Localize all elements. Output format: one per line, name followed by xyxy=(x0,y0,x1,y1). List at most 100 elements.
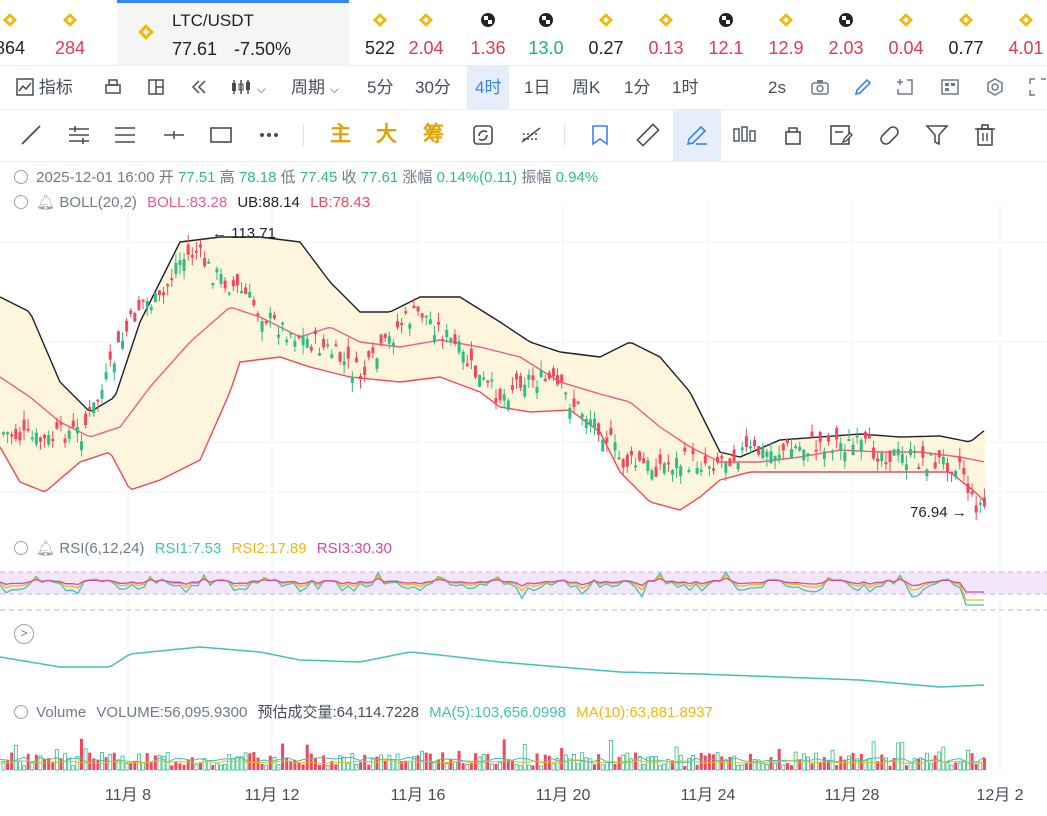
volume-bar xyxy=(670,760,674,770)
collapse-icon[interactable] xyxy=(14,541,28,555)
candle-body xyxy=(929,453,933,456)
period-dropdown[interactable]: 周期 ⌵ xyxy=(291,66,339,110)
binance-coin-icon xyxy=(3,13,17,27)
candle-body xyxy=(166,284,170,287)
volume-bar xyxy=(432,762,437,771)
lock-icon[interactable] xyxy=(780,122,806,148)
candle-body xyxy=(498,388,502,401)
candlestick-icon[interactable] xyxy=(732,122,758,148)
candle-body xyxy=(703,455,707,464)
more-icon[interactable] xyxy=(256,122,282,148)
ticker-item[interactable]: 12.9 xyxy=(756,0,816,66)
ticker-item[interactable]: 13.0 xyxy=(516,0,576,66)
print-icon xyxy=(105,79,121,94)
ruler-icon[interactable] xyxy=(635,122,661,148)
candle-body xyxy=(59,422,63,425)
volume-bar xyxy=(215,763,219,771)
interval-4h[interactable]: 4时 xyxy=(467,66,510,110)
compare-button[interactable] xyxy=(940,66,960,110)
chart-canvas[interactable]: ← 113.71 76.94 → 11月 8 11月 12 11月 16 11月 20 11… xyxy=(0,162,1047,816)
volume-bar xyxy=(367,764,371,770)
horizontal-line-icon[interactable] xyxy=(161,122,187,148)
ticker-item[interactable]: 2.03 xyxy=(816,0,876,66)
interval-1m[interactable]: 1分 xyxy=(624,78,651,97)
collapse-icon[interactable] xyxy=(14,195,28,209)
screenshot-button[interactable] xyxy=(810,66,830,110)
collapse-icon[interactable] xyxy=(14,705,28,719)
open-value: 77.51 xyxy=(177,169,216,186)
candle-body xyxy=(913,450,917,453)
bookmark-icon[interactable] xyxy=(588,122,614,148)
ticker-item[interactable]: 4.01 xyxy=(996,0,1047,66)
volume-bar xyxy=(917,758,921,770)
ticker-item[interactable]: 12.1 xyxy=(696,0,756,66)
volume-bar xyxy=(363,754,367,770)
candle-body xyxy=(687,469,691,472)
ticker-item[interactable]: 284 xyxy=(40,0,100,66)
rsi2-value: RSI2:17.89 xyxy=(231,540,307,557)
collapse-icon[interactable] xyxy=(14,170,28,184)
interval-30m[interactable]: 30分 xyxy=(415,78,451,97)
refresh-rate-button[interactable]: 2s xyxy=(768,78,786,97)
volume-bar xyxy=(252,752,256,770)
chart-type-button[interactable]: ⌵ xyxy=(230,66,266,110)
binance-coin-icon xyxy=(779,13,793,27)
volume-bar xyxy=(116,759,121,771)
rectangle-icon[interactable] xyxy=(208,122,234,148)
expand-icon[interactable]: > xyxy=(14,624,34,644)
ticker-item[interactable]: 0.27 xyxy=(576,0,636,66)
ticker-item[interactable]: 2.04 xyxy=(396,0,456,66)
pen-icon[interactable] xyxy=(684,122,710,148)
big-order-button[interactable]: 大 xyxy=(376,123,397,146)
ticker-item[interactable]: 864 xyxy=(0,0,40,66)
ticker-item[interactable]: 1.36 xyxy=(458,0,518,66)
magnet-icon[interactable] xyxy=(876,122,902,148)
hide-drawings-icon[interactable] xyxy=(518,122,544,148)
ticker-item[interactable]: 0.13 xyxy=(636,0,696,66)
candle-body xyxy=(285,339,289,343)
chips-button[interactable]: 筹 xyxy=(423,123,444,146)
settings-button[interactable] xyxy=(985,66,1005,110)
print-button[interactable] xyxy=(104,66,122,110)
main-force-button[interactable]: 主 xyxy=(330,123,351,146)
fullscreen-button[interactable] xyxy=(1028,66,1047,110)
interval-1d[interactable]: 1日 xyxy=(524,78,551,97)
parallel-lines-icon[interactable] xyxy=(66,122,92,148)
volume-bar xyxy=(322,755,326,770)
active-ticker[interactable]: LTC/USDT 77.61 -7.50% xyxy=(117,0,349,66)
ticker-item[interactable]: 0.04 xyxy=(876,0,936,66)
sync-icon[interactable] xyxy=(470,122,496,148)
candle-body xyxy=(350,377,354,384)
rsi1-value: RSI1:7.53 xyxy=(154,540,222,557)
filter-icon[interactable] xyxy=(924,122,950,148)
add-chart-button[interactable] xyxy=(895,66,915,110)
indicators-button[interactable]: 指标 xyxy=(16,66,73,110)
edit-list-icon[interactable] xyxy=(828,122,854,148)
channel-icon[interactable] xyxy=(112,122,138,148)
trash-icon[interactable] xyxy=(972,122,998,148)
trend-line-icon[interactable] xyxy=(18,122,44,148)
interval-week[interactable]: 周K xyxy=(572,78,601,97)
interval-1h[interactable]: 1时 xyxy=(672,78,699,97)
candle-body xyxy=(408,324,412,329)
candle-body xyxy=(424,315,428,318)
candle-body xyxy=(334,344,338,347)
bell-icon[interactable]: 🔔︎ xyxy=(36,540,56,557)
candle-body xyxy=(404,311,408,314)
draw-button[interactable] xyxy=(853,66,873,110)
volume-bar xyxy=(880,754,884,770)
volume-bar xyxy=(720,756,724,770)
candle-body xyxy=(855,435,859,438)
ticker-item[interactable]: 522 xyxy=(350,0,410,66)
candle-body xyxy=(43,434,47,439)
interval-5m[interactable]: 5分 xyxy=(367,78,394,97)
replay-button[interactable] xyxy=(190,66,208,110)
volume-bar xyxy=(186,760,190,770)
layout-button[interactable] xyxy=(147,66,165,110)
draw-mode-toggle[interactable] xyxy=(673,110,721,162)
bell-icon[interactable]: 🔔︎ xyxy=(36,194,56,211)
volume-bar xyxy=(71,765,76,771)
candle-body xyxy=(79,441,83,451)
ticker-item[interactable]: 0.77 xyxy=(936,0,996,66)
volume-bar xyxy=(383,761,387,770)
